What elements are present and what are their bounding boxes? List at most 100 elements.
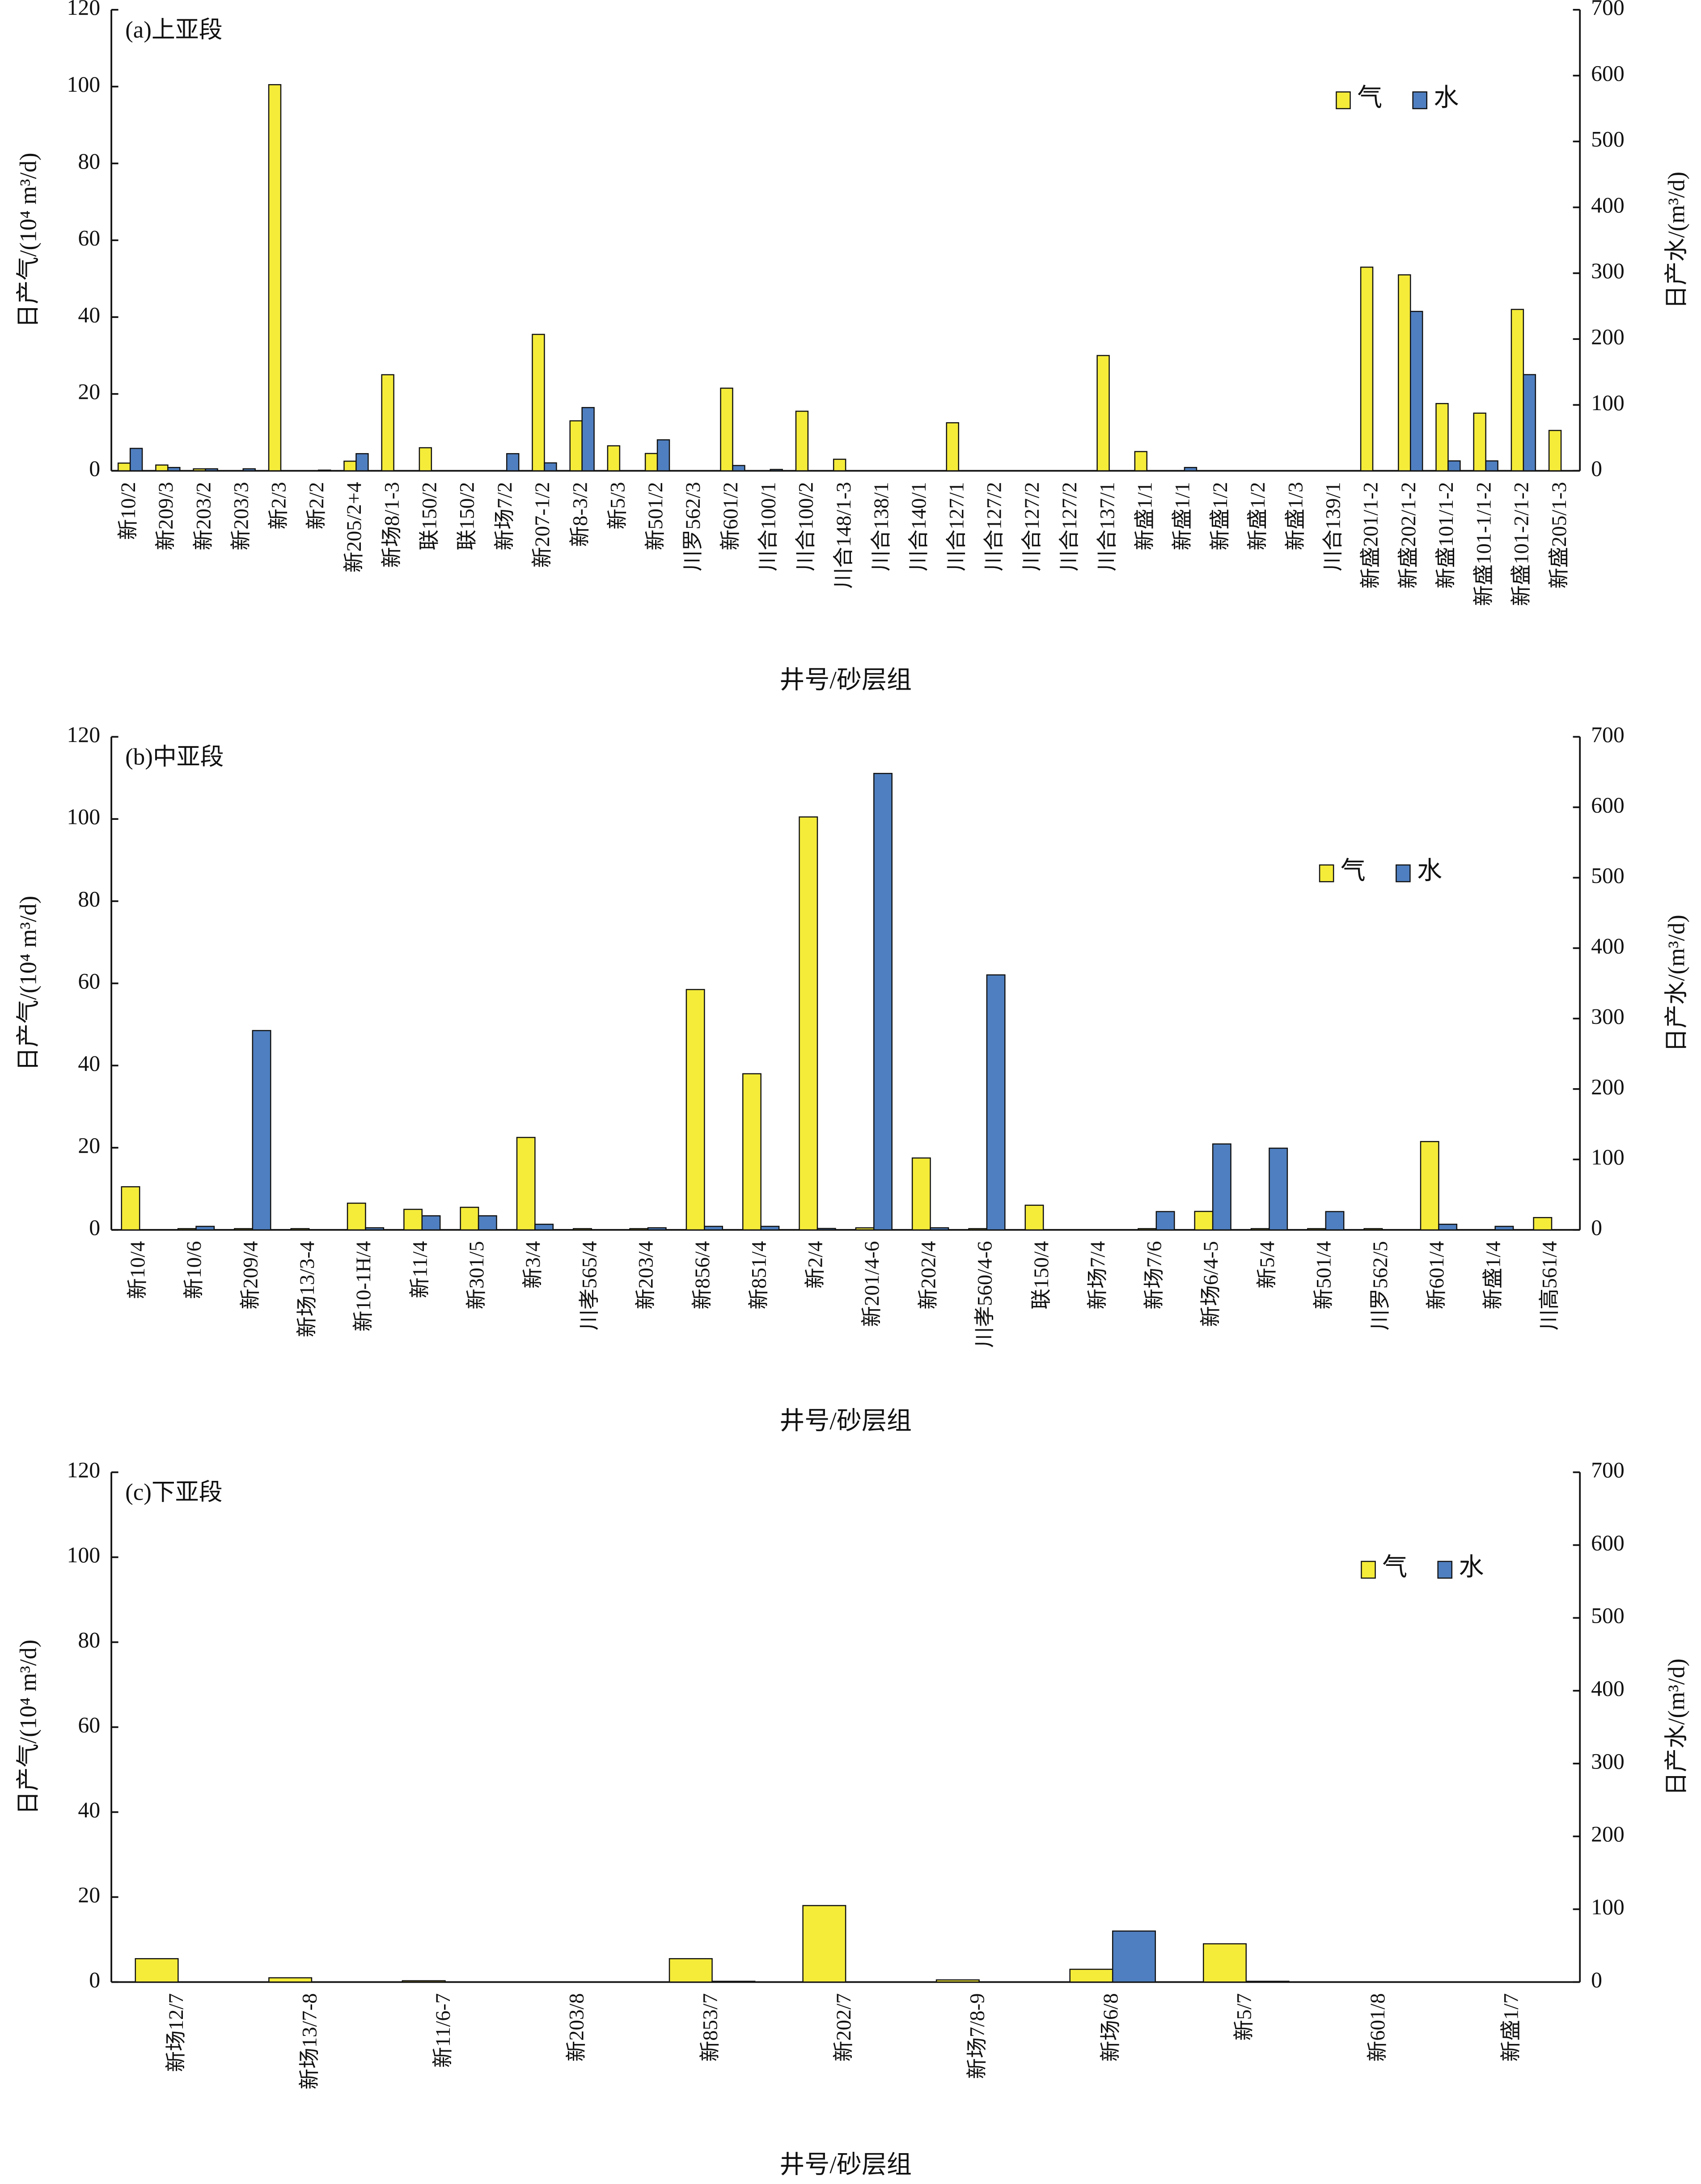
bar [1398, 274, 1411, 471]
x-tick-label: 新11/6-7 [432, 1993, 455, 2068]
x-tick-label: 新5/4 [1256, 1241, 1279, 1289]
legend-swatch [1396, 864, 1411, 882]
bar [1473, 412, 1486, 471]
bar [347, 1202, 366, 1231]
y2-tick-label: 200 [1591, 325, 1625, 349]
bar [1112, 1930, 1156, 1983]
y-tick-label: 0 [89, 1968, 100, 1992]
chart-title: (b)中亚段 [125, 744, 224, 770]
bar [355, 453, 369, 471]
bar [268, 84, 282, 471]
y2-tick-label: 0 [1591, 456, 1602, 481]
y2-tick-label: 400 [1591, 193, 1625, 217]
bar [644, 453, 658, 471]
y2-tick-label: 600 [1591, 793, 1625, 817]
bar [799, 816, 818, 1231]
x-tick-label: 新盛1/1 [1171, 482, 1194, 550]
bar [669, 1958, 713, 1983]
bar [770, 469, 783, 471]
x-tick-label: 川孝560/4-6 [973, 1241, 997, 1348]
bar [1447, 460, 1461, 471]
x-tick-label: 新场13/7-8 [298, 1993, 322, 2089]
bar [155, 464, 169, 471]
x-tick-label: 新853/7 [698, 1993, 722, 2061]
x-tick-label: 新601/4 [1425, 1241, 1448, 1310]
x-tick-label: 川合100/1 [757, 482, 780, 571]
y2-tick-label: 700 [1591, 0, 1625, 20]
y2-tick-label: 600 [1591, 1531, 1625, 1555]
bar [704, 1226, 723, 1231]
y-tick-label: 60 [78, 1713, 100, 1737]
bar [760, 1226, 780, 1231]
x-tick-label: 新10-1H/4 [352, 1241, 375, 1332]
bar [1069, 1968, 1113, 1983]
x-tick-label: 新203/2 [192, 482, 215, 550]
legend-label: 水 [1417, 857, 1442, 885]
bar [1325, 1211, 1345, 1231]
x-tick-label: 新10/2 [117, 482, 140, 540]
bar [242, 468, 256, 471]
x-tick-label: 新盛101-1/1-2 [1472, 482, 1495, 606]
bar [195, 1226, 215, 1231]
bar [1363, 1228, 1383, 1231]
y-tick-label: 0 [89, 456, 100, 481]
x-tick-label: 新10/6 [182, 1241, 206, 1299]
bar [711, 1980, 756, 1983]
y2-axis-label: 日产水/(m³/d) [1663, 915, 1689, 1052]
bar [1360, 267, 1374, 471]
legend-swatch [1361, 1561, 1376, 1579]
bar [1485, 460, 1498, 471]
bar [1523, 374, 1536, 471]
x-tick-label: 新场7/2 [493, 482, 516, 550]
y-axis-label: 日产气/(10⁴ m³/d) [16, 896, 42, 1071]
bar [873, 773, 893, 1231]
x-tick-label: 川合100/2 [795, 482, 818, 571]
x-tick-label: 川合137/1 [1096, 482, 1119, 571]
bar [1307, 1228, 1327, 1231]
y-tick-label: 40 [78, 302, 100, 327]
x-tick-label: 新851/4 [747, 1241, 770, 1310]
bar [135, 1958, 179, 1983]
x-tick-label: 新2/3 [267, 482, 291, 529]
x-tick-label: 川合140/1 [907, 482, 931, 571]
bar [1138, 1228, 1157, 1231]
legend-label: 水 [1459, 1554, 1484, 1582]
bar [1202, 1943, 1247, 1983]
x-tick-label: 新盛202/1-2 [1397, 482, 1420, 589]
x-tick-label: 新207-1/2 [531, 482, 554, 568]
legend-label: 水 [1434, 84, 1459, 112]
x-tick-label: 川合127/1 [945, 482, 968, 571]
x-tick-label: 川合138/1 [870, 482, 893, 571]
y-tick-label: 100 [67, 1543, 100, 1567]
y-tick-label: 80 [78, 1628, 100, 1652]
bar [802, 1905, 846, 1983]
bar [720, 387, 733, 471]
x-tick-label: 新5/7 [1233, 1993, 1256, 2040]
x-tick-label: 新盛101-2/1-2 [1510, 482, 1533, 606]
x-tick-label: 新203/3 [229, 482, 253, 550]
x-tick-label: 新501/2 [644, 482, 667, 550]
x-tick-label: 川合127/2 [983, 482, 1006, 571]
x-tick-label: 新203/4 [635, 1241, 658, 1310]
bar [935, 1979, 980, 1983]
x-axis-label: 井号/砂层组 [779, 666, 912, 694]
x-tick-label: 新盛205/1-3 [1548, 482, 1571, 589]
legend-label: 气 [1357, 84, 1382, 112]
bar [1212, 1143, 1231, 1231]
chart-title: (a)上亚段 [125, 17, 222, 43]
y2-tick-label: 200 [1591, 1074, 1625, 1099]
y2-tick-label: 100 [1591, 390, 1625, 415]
x-tick-label: 新2/4 [804, 1241, 827, 1289]
x-axis-label: 井号/砂层组 [779, 2151, 912, 2179]
bar [573, 1228, 592, 1231]
y2-tick-label: 700 [1591, 1458, 1625, 1482]
bar [581, 407, 595, 471]
bar [252, 1030, 271, 1231]
bar [1511, 309, 1524, 471]
bar [506, 453, 520, 471]
x-tick-label: 新202/4 [917, 1241, 940, 1310]
x-tick-label: 新301/5 [465, 1241, 488, 1310]
bar [1494, 1226, 1514, 1231]
y-tick-label: 20 [78, 379, 100, 404]
bar [1024, 1204, 1044, 1231]
